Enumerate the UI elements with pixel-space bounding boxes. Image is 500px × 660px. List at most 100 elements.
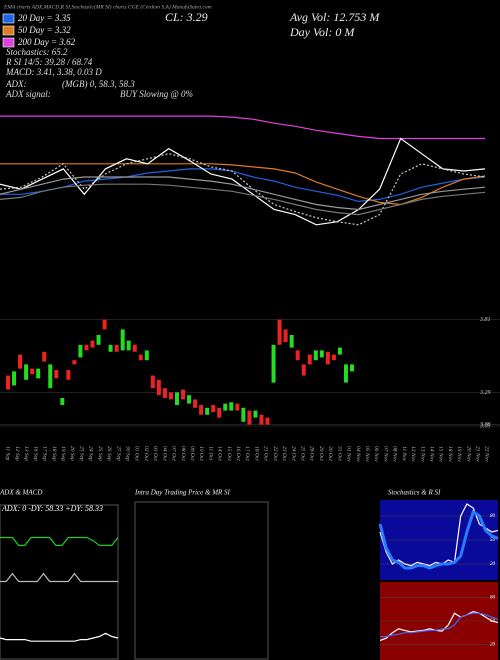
candle <box>187 395 192 404</box>
candle <box>42 351 47 362</box>
candle <box>114 344 119 352</box>
info-text: ADX signal: <box>5 89 51 99</box>
series-line <box>0 183 486 216</box>
legend-label: 50 Day = 3.32 <box>18 25 71 35</box>
candle <box>12 371 17 386</box>
y-tick-label: 3.29 <box>479 390 491 396</box>
x-tick-label: 17 Sep <box>42 446 48 461</box>
candle <box>54 370 59 379</box>
panel-subtitle: ADX: 0 -DY: 58.33 +DY: 58.33 <box>1 504 103 513</box>
panel-frame <box>134 501 269 660</box>
x-tick-label: 08 Oct <box>180 446 186 461</box>
candle <box>30 368 35 375</box>
candle <box>313 350 318 361</box>
x-tick-label: 14 Nov <box>428 446 435 462</box>
candle <box>199 405 204 415</box>
candle <box>277 319 282 345</box>
candle <box>295 350 300 361</box>
x-tick-label: 17 Oct <box>244 446 250 461</box>
candle <box>325 351 330 365</box>
x-tick-label: 11 Nov <box>401 446 407 462</box>
x-tick-label: 13 Nov <box>419 446 425 462</box>
info-text: R SI 14/5: 39.28 / 68.74 <box>5 57 93 67</box>
panel-title: ADX & MACD <box>0 489 42 497</box>
candle <box>66 370 71 380</box>
candle <box>247 410 252 425</box>
y-tick-label: 3.81 <box>479 317 491 323</box>
x-tick-label: 24 Sep <box>88 446 95 461</box>
x-tick-label: 07 Oct <box>171 446 177 461</box>
candle <box>265 417 270 425</box>
x-tick-label: 27 Sep <box>115 446 121 461</box>
x-tick-label: 05 Nov <box>364 446 370 462</box>
x-tick-label: 30 Oct <box>327 445 333 461</box>
x-tick-label: 31 Oct <box>336 445 342 461</box>
candle <box>343 364 348 383</box>
candle <box>36 368 41 379</box>
candle <box>253 410 258 418</box>
info-text: Stochastics: 65.2 <box>6 47 68 57</box>
candle <box>162 388 167 398</box>
y-tick-label: 3.06 <box>479 422 491 428</box>
x-tick-label: 15 Oct <box>226 446 232 461</box>
x-tick-label: 14 Oct <box>217 446 224 461</box>
y-tick-label: 3.05 <box>479 423 491 429</box>
x-tick-label: 10 Oct <box>198 446 204 461</box>
y-tick-label: 80 <box>490 514 496 519</box>
x-tick-label: 13 Sep <box>23 446 29 461</box>
candle <box>84 344 89 351</box>
x-tick-label: 24 Oct <box>290 446 297 461</box>
candle <box>229 402 234 411</box>
candle <box>205 407 210 415</box>
series-line <box>0 176 486 211</box>
candle <box>102 319 107 330</box>
x-tick-label: 25 Oct <box>300 446 306 461</box>
candle <box>78 344 83 358</box>
candle <box>319 350 324 358</box>
x-tick-label: 01 Oct <box>134 446 140 461</box>
candle <box>331 354 336 361</box>
legend-label: 20 Day = 3.35 <box>18 13 71 23</box>
candle <box>126 340 131 351</box>
candle <box>90 340 95 348</box>
series-line <box>379 503 499 567</box>
x-tick-label: 19 Sep <box>60 446 66 461</box>
y-tick-label: 20 <box>490 643 496 648</box>
candle <box>168 392 173 400</box>
x-tick-label: 20 Sep <box>69 446 75 461</box>
candle <box>108 344 113 352</box>
candle <box>283 329 288 342</box>
x-tick-label: 03 Oct <box>152 446 158 461</box>
candle <box>48 364 53 389</box>
series-line <box>0 168 486 203</box>
x-tick-label: 23 Oct <box>281 446 287 461</box>
x-tick-label: 02 Oct <box>143 446 149 461</box>
info-text: ADX: <box>5 79 27 89</box>
info-text: Day Vol: 0 M <box>289 25 355 39</box>
x-tick-label: 22 Nov <box>484 446 490 462</box>
candle <box>271 344 276 383</box>
series-line <box>0 572 118 583</box>
x-tick-label: 20 Nov <box>465 446 471 462</box>
x-tick-label: 23 Sep <box>78 446 84 461</box>
x-tick-label: 04 Oct <box>161 446 168 461</box>
candle <box>307 354 312 365</box>
candle <box>60 398 65 405</box>
candle <box>241 407 246 422</box>
x-tick-label: 04 Nov <box>355 446 362 462</box>
candle <box>138 354 143 361</box>
x-tick-label: 12 Nov <box>410 446 416 462</box>
candle <box>350 364 354 372</box>
x-tick-label: 12 Sep <box>14 446 20 461</box>
candle <box>289 335 294 348</box>
x-tick-label: 07 Nov <box>382 446 388 462</box>
info-text: BUY Slowing @ 0% <box>120 89 193 99</box>
x-tick-label: 29 Oct <box>318 446 324 461</box>
legend-swatch <box>2 37 15 48</box>
legend-label: 200 Day = 3.62 <box>18 37 76 47</box>
x-tick-label: 06 Nov <box>373 446 379 462</box>
x-tick-label: 18 Oct <box>253 446 259 461</box>
candle <box>301 364 306 376</box>
candle <box>132 344 137 352</box>
